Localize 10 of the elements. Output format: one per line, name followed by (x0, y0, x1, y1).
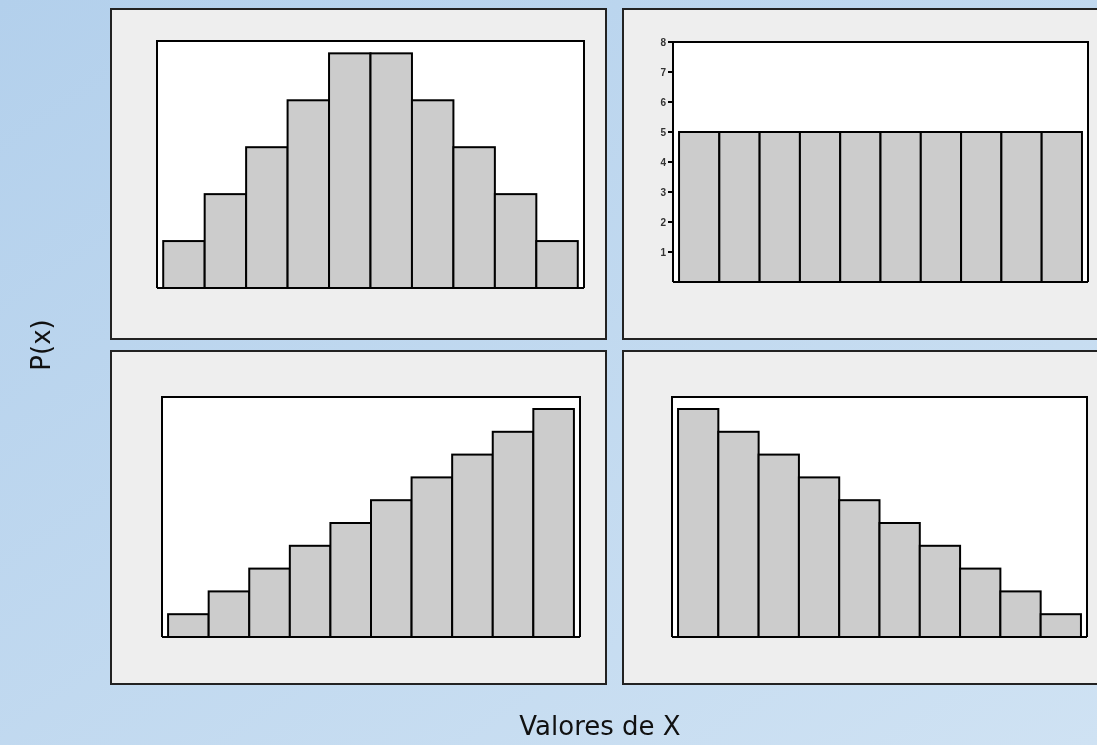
y-tick-label: 3 (660, 186, 667, 198)
y-tick-label: 5 (660, 126, 667, 138)
y-tick-label: 8 (660, 36, 667, 48)
y-tick-label: 2 (660, 216, 667, 228)
y-tick-label: 7 (660, 66, 667, 78)
y-tick-label: 1 (660, 246, 667, 258)
y-tick-label: 6 (660, 96, 667, 108)
y-tick-label: 4 (660, 156, 667, 168)
y-axis-title: P(x) (26, 319, 56, 371)
x-axis-title: Valores de X (519, 711, 681, 741)
